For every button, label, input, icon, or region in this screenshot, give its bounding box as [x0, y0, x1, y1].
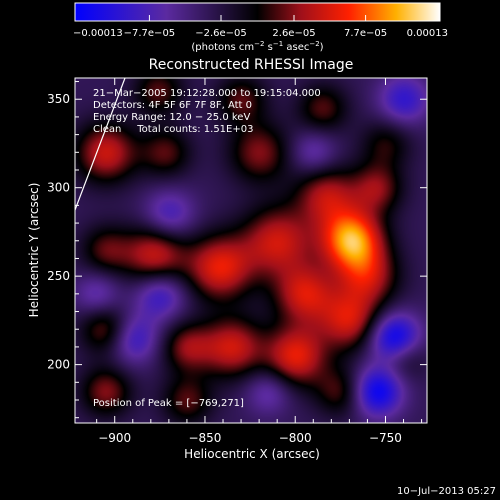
info-line-time: 21−Mar−2005 19:12:28.000 to 19:15:04.000: [93, 88, 321, 99]
info-line-detectors: Detectors: 4F 5F 6F 7F 8F, Att 0: [93, 100, 252, 111]
x-tick-label: −800: [279, 431, 312, 445]
y-tick-label: 200: [47, 358, 70, 372]
colorbar-tick-label: −0.00013: [73, 28, 123, 39]
colorbar-frame: [74, 2, 441, 22]
info-line-energy: Energy Range: 12.0 − 25.0 keV: [93, 112, 250, 123]
colorbar-units: (photons cm−2 s−1 asec−2): [191, 40, 323, 53]
observation-info: 21−Mar−2005 19:12:28.000 to 19:15:04.000…: [93, 88, 321, 135]
colorbar-ticks: −0.00013 −7.7e−05 −2.6e−05 2.6e−05 7.7e−05 0.…: [73, 15, 448, 39]
colorbar-tick-label: 0.00013: [407, 28, 448, 39]
x-tick-label: −850: [188, 431, 221, 445]
plot-frame: [74, 77, 428, 424]
x-tick-label: −750: [369, 431, 402, 445]
y-tick-label: 350: [47, 92, 70, 106]
generated-timestamp: 10−Jul−2013 05:27: [397, 486, 496, 497]
heatmap-canvas: [75, 78, 427, 423]
colorbar-tick-label: −7.7e−05: [124, 28, 176, 39]
peak-position-label: Position of Peak = [−769,271]: [93, 398, 244, 409]
chart-title: Reconstructed RHESSI Image: [149, 57, 354, 73]
y-tick-label: 300: [47, 181, 70, 195]
x-axis-label: Heliocentric X (arcsec): [184, 447, 320, 461]
x-tick-label: −900: [98, 431, 131, 445]
colorbar-tick-label: 7.7e−05: [344, 28, 387, 39]
x-axis: −900 −850 −800 −750: [96, 78, 423, 445]
colorbar: −0.00013 −7.7e−05 −2.6e−05 2.6e−05 7.7e−05 0.…: [73, 2, 448, 53]
colorbar-tick-label: 2.6e−05: [272, 28, 315, 39]
limb-line: [75, 78, 126, 211]
colorbar-gradient: [75, 3, 440, 21]
y-axis: 200 250 300 350: [47, 81, 427, 419]
colorbar-tick-label: −2.6e−05: [195, 28, 247, 39]
y-axis-label: Heliocentric Y (arcsec): [27, 183, 41, 318]
y-tick-label: 250: [47, 269, 70, 283]
info-line-counts: Clean Total counts: 1.51E+03: [93, 124, 253, 135]
heatmap-image: [75, 78, 427, 423]
